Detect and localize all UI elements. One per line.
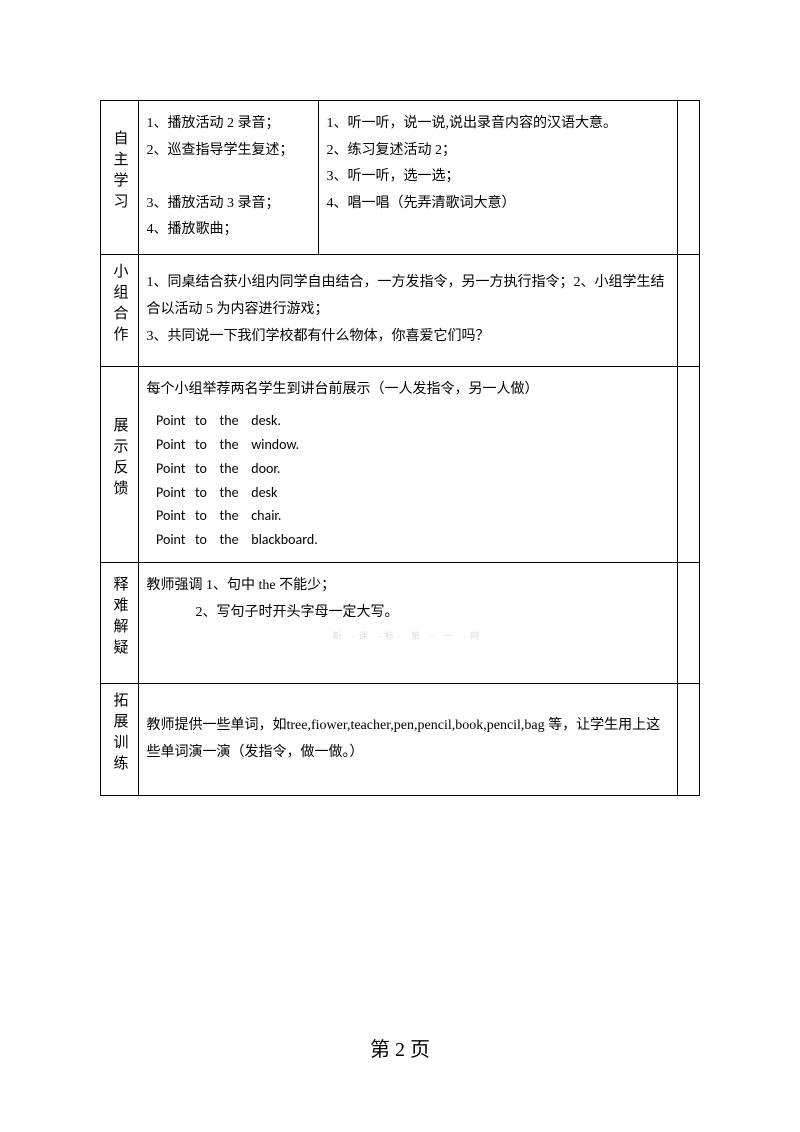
- cell-self-study-right: 1、听一听，说一说,说出录音内容的汉语大意。 2、练习复述活动 2； 3、听一听…: [318, 101, 678, 255]
- row-label-explain: 释难解疑: [101, 562, 139, 683]
- feedback-intro: 每个小组举荐两名学生到讲台前展示（一人发指令，另一人做）: [147, 377, 670, 404]
- cell-self-study-left: 1、播放活动 2 录音； 2、巡查指导学生复述； 3、播放活动 3 录音； 4、…: [138, 101, 318, 255]
- cell-feedback: 每个小组举荐两名学生到讲台前展示（一人发指令，另一人做） Point to th…: [138, 366, 678, 562]
- table-row: 小组合作 1、同桌结合获小组内同学自由结合，一方发指令，另一方执行指令；2、小组…: [101, 254, 700, 366]
- row-label-self-study: 自主学习: [101, 101, 139, 255]
- lesson-plan-table: 自主学习 1、播放活动 2 录音； 2、巡查指导学生复述； 3、播放活动 3 录…: [100, 100, 700, 796]
- empty-cell: [678, 562, 700, 683]
- cell-explain: 教师强调 1、句中 the 不能少； 2、写句子时开头字母一定大写。 新 -课 …: [138, 562, 678, 683]
- empty-cell: [678, 684, 700, 796]
- empty-cell: [678, 254, 700, 366]
- page-footer: 第 2 页: [0, 1033, 800, 1062]
- cell-extend: 教师提供一些单词，如tree,fiower,teacher,pen,pencil…: [138, 684, 678, 796]
- table-row: 拓展训练 教师提供一些单词，如tree,fiower,teacher,pen,p…: [101, 684, 700, 796]
- feedback-code: Point to the desk. Point to the window. …: [147, 409, 670, 552]
- table-row: 自主学习 1、播放活动 2 录音； 2、巡查指导学生复述； 3、播放活动 3 录…: [101, 101, 700, 255]
- watermark-text: 新 -课 -标- 第 - 一 -网: [147, 628, 670, 645]
- row-label-feedback: 展示反馈: [101, 366, 139, 562]
- empty-cell: [678, 366, 700, 562]
- row-label-extend: 拓展训练: [101, 684, 139, 796]
- table-row: 释难解疑 教师强调 1、句中 the 不能少； 2、写句子时开头字母一定大写。 …: [101, 562, 700, 683]
- row-label-group-work: 小组合作: [101, 254, 139, 366]
- explain-line2: 2、写句子时开头字母一定大写。: [147, 600, 670, 627]
- explain-line1: 教师强调 1、句中 the 不能少；: [147, 573, 670, 600]
- cell-group-work: 1、同桌结合获小组内同学自由结合，一方发指令，另一方执行指令；2、小组学生结合以…: [138, 254, 678, 366]
- empty-cell: [678, 101, 700, 255]
- table-row: 展示反馈 每个小组举荐两名学生到讲台前展示（一人发指令，另一人做） Point …: [101, 366, 700, 562]
